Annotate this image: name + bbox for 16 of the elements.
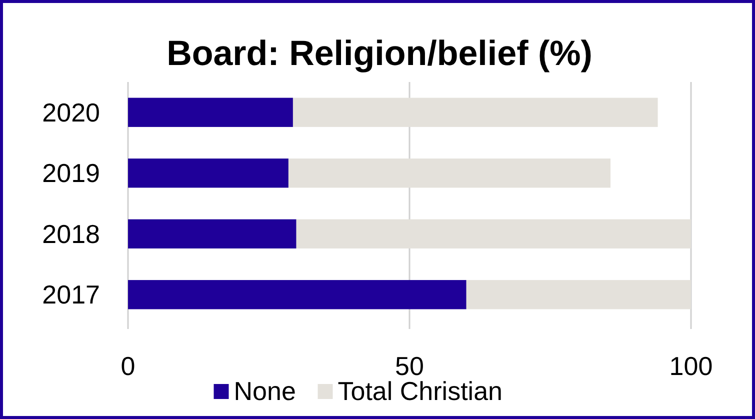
bar — [128, 98, 293, 127]
legend-label: None — [234, 376, 296, 406]
y-tick-label: 2020 — [42, 97, 100, 128]
y-tick-label: 2018 — [42, 218, 100, 249]
bar — [296, 219, 691, 248]
bar — [466, 280, 691, 310]
bar — [292, 98, 658, 127]
x-tick-label: 100 — [669, 351, 713, 381]
y-tick-label: 2017 — [42, 280, 100, 310]
x-tick-label: 0 — [120, 351, 136, 381]
bar — [128, 280, 466, 310]
chart-title: Board: Religion/belief (%) — [166, 34, 592, 73]
y-tick-label: 2019 — [42, 158, 100, 188]
bar — [128, 158, 288, 188]
bar — [128, 219, 296, 248]
bar — [288, 158, 610, 188]
